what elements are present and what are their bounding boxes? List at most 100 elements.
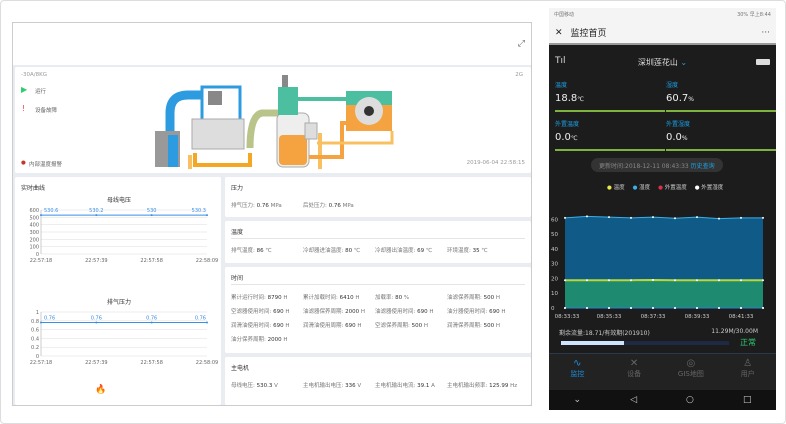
y-tick-label: 0.4 [31, 336, 39, 342]
device-name: -30A/8KG [21, 72, 47, 78]
data-point [674, 279, 676, 282]
motor-title: 主电机 [231, 365, 250, 372]
data-point [564, 279, 566, 282]
x-tick-label: 08:33:33 [555, 314, 580, 320]
data-point [608, 307, 610, 309]
data-point [652, 216, 654, 219]
flow-usage: 11.29M/30.00M [711, 328, 758, 335]
chevron-down-icon[interactable]: ⌄ [573, 395, 582, 405]
data-point [630, 307, 632, 309]
motor-card: 主电机 母线电压: 530.3 V 主电机输出电压: 336 V 主电机输出电流: … [225, 357, 531, 405]
value-item: 母线电压: 530.3 V [231, 383, 278, 389]
data-point [740, 279, 742, 282]
temperature-card: 温度 排气温度: 86 ℃ 冷却器进油温度: 80 ℃ 冷却器出油温度: 69 ℃ 环… [225, 221, 531, 263]
x-tick-label: 22:58:09 [196, 360, 218, 366]
data-point [674, 307, 676, 309]
nav-gis[interactable]: ◎ GIS地图 [663, 354, 720, 390]
data-point [40, 214, 42, 217]
y-tick-label: 0 [36, 354, 39, 360]
y-tick-label: 1 [36, 310, 39, 316]
value-item: 主电机输出电流: 39.1 A [375, 383, 435, 389]
update-time: 更新时间:2018-12-11 08:43:33 [599, 163, 689, 170]
metric-ext-temp: 外置温度 0.0℃ [555, 119, 665, 151]
data-point [586, 307, 588, 309]
value-item: 油滤器使用时间: 690 H [375, 309, 434, 315]
data-label: 0.76 [195, 316, 206, 322]
chart-icon: ∿ [573, 358, 582, 369]
history-link[interactable]: 历史查询 [690, 163, 715, 170]
location-label: 深圳莲花山 [637, 58, 678, 67]
x-tick-label: 22:57:18 [30, 360, 52, 366]
x-tick-label: 22:57:58 [140, 360, 162, 366]
x-tick-label: 22:57:58 [140, 258, 162, 264]
nav-monitor[interactable]: ∿ 监控 [549, 354, 606, 390]
data-point [95, 321, 98, 324]
data-point [762, 279, 764, 282]
metric-humidity: 湿度 60.7% [666, 80, 776, 112]
y-tick-label: 600 [29, 208, 39, 214]
y-tick-label: 10 [551, 291, 558, 297]
data-point [652, 278, 654, 281]
value-item: 加载率: 80 % [375, 295, 410, 301]
series-line [564, 215, 763, 220]
data-point [740, 307, 742, 309]
more-button[interactable]: ··· [761, 27, 770, 38]
data-label: 530.6 [44, 208, 58, 214]
flow-progress [561, 341, 729, 345]
signal-label: 2G [515, 72, 523, 78]
status-running: 运行 [35, 89, 47, 95]
data-point [630, 279, 632, 282]
status-fault: 设备故障 [35, 108, 58, 114]
bottom-nav: ∿ 监控 ✕ 设备 ◎ GIS地图 ♙ 用户 [549, 353, 776, 390]
legend-item[interactable]: ● 外置湿度 [694, 185, 724, 191]
tools-icon: ✕ [629, 358, 639, 369]
location-icon: ◎ [686, 358, 696, 369]
legend-item[interactable]: ● 温度 [607, 185, 625, 191]
back-icon[interactable]: ◁ [630, 395, 638, 405]
nav-user[interactable]: ♙ 用户 [719, 354, 776, 390]
data-label: 530.3 [192, 208, 206, 214]
data-point [206, 321, 208, 324]
legend-item[interactable]: ● 湿度 [632, 185, 651, 191]
y-tick-label: 200 [29, 237, 39, 243]
data-point [150, 321, 153, 324]
x-tick-label: 22:57:39 [85, 258, 107, 264]
page-title: 监控首页 [570, 29, 607, 39]
value-item: 后处压力: 0.76 MPa [303, 203, 354, 209]
exhaust-pressure-chart: 排气压力 0 0.2 0.4 0.6 0.8 1 22:57:18 22:57:39 22:57:… [19, 297, 219, 369]
device-diagram-card: -30A/8KG ▶ 运行 ! 设备故障 ● 内部温度报警 2G 2019-06… [15, 67, 531, 173]
nav-device[interactable]: ✕ 设备 [606, 354, 663, 390]
recents-icon[interactable]: □ [742, 395, 752, 405]
expand-icon[interactable]: ⤢ [517, 39, 525, 49]
temp-area [565, 279, 763, 308]
time-values: 累计运行时间: 8790 H 累计加载时间: 6410 H 加载率: 80 % 油滤保… [231, 293, 521, 349]
data-point [608, 216, 610, 219]
legend-marker: ● [694, 185, 700, 191]
update-pill: 更新时间:2018-12-11 08:43:33 历史查询 [591, 158, 723, 172]
status-bar: 中国移动 30% 早上8:44 [549, 8, 776, 22]
chart-title: 母线电压 [106, 197, 131, 204]
data-point [95, 214, 98, 217]
data-point [762, 216, 764, 219]
y-tick-label: 60 [551, 217, 558, 223]
x-tick-label: 08:39:33 [685, 314, 710, 320]
home-icon[interactable]: ○ [686, 395, 694, 405]
location-selector[interactable]: 深圳莲花山 ⌄ [549, 57, 776, 68]
value-item: 润滑油使用周期: 690 H [303, 323, 362, 329]
data-point [762, 307, 764, 309]
data-point [674, 217, 676, 220]
phone-chart: 0 10 20 30 40 50 60 08:33:33 08:35:33 08:37:33 08:… [551, 215, 764, 320]
legend-item[interactable]: ● 外置温度 [658, 185, 687, 191]
x-tick-label: 22:57:39 [85, 360, 107, 366]
battery-icon [756, 59, 770, 65]
play-icon: ▶ [21, 85, 28, 94]
data-point [696, 307, 698, 309]
close-button[interactable]: ✕ [555, 27, 563, 38]
value-item: 润滑油使用时间: 690 H [231, 323, 290, 329]
pressure-values: 排气压力: 0.76 MPa 后处压力: 0.76 MPa [231, 201, 521, 215]
data-point [696, 216, 698, 219]
legend-marker: ● [658, 185, 663, 191]
signal-icon: Tıl [555, 56, 566, 66]
chevron-down-icon: ⌄ [677, 58, 688, 67]
phone-app: 中国移动 30% 早上8:44 ✕ 监控首页 ··· Tıl 深圳莲花山 ⌄ 温度 18… [549, 8, 776, 410]
